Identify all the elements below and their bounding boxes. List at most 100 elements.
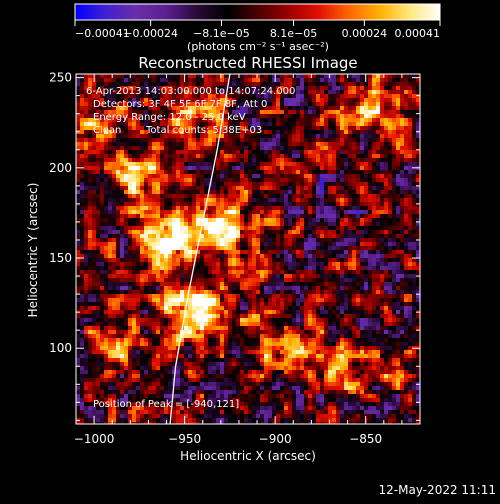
heatmap-cell [308, 250, 312, 254]
heatmap-cell [184, 278, 188, 282]
heatmap-cell [268, 150, 272, 154]
heatmap-cell [136, 278, 140, 282]
heatmap-cell [256, 210, 260, 214]
heatmap-cell [252, 114, 256, 118]
heatmap-cell [368, 74, 372, 78]
heatmap-cell [344, 190, 348, 194]
heatmap-cell [140, 198, 144, 202]
heatmap-cell [96, 194, 100, 198]
heatmap-cell [368, 230, 372, 234]
heatmap-cell [168, 206, 172, 210]
heatmap-cell [216, 198, 220, 202]
heatmap-cell [108, 274, 112, 278]
heatmap-cell [156, 266, 160, 270]
heatmap-cell [132, 270, 136, 274]
heatmap-cell [264, 282, 268, 286]
heatmap-cell [248, 226, 252, 230]
heatmap-cell [332, 206, 336, 210]
heatmap-cell [228, 198, 232, 202]
heatmap-cell [392, 270, 396, 274]
heatmap-cell [280, 98, 284, 102]
heatmap-cell [260, 290, 264, 294]
heatmap-cell [176, 274, 180, 278]
heatmap-cell [192, 190, 196, 194]
heatmap-cell [284, 162, 288, 166]
heatmap-cell [400, 118, 404, 122]
heatmap-cell [240, 218, 244, 222]
heatmap-cell [356, 226, 360, 230]
heatmap-cell [316, 82, 320, 86]
heatmap-cell [340, 202, 344, 206]
heatmap-cell [76, 262, 80, 266]
heatmap-cell [236, 146, 240, 150]
heatmap-cell [112, 294, 116, 298]
heatmap-cell [276, 294, 280, 298]
heatmap-cell [348, 302, 352, 306]
heatmap-cell [308, 86, 312, 90]
heatmap-cell [120, 182, 124, 186]
heatmap-cell [212, 206, 216, 210]
heatmap-cell [328, 114, 332, 118]
heatmap-cell [412, 182, 416, 186]
heatmap-cell [196, 178, 200, 182]
heatmap-cell [188, 142, 192, 146]
heatmap-cell [404, 294, 408, 298]
heatmap-cell [136, 186, 140, 190]
heatmap-cell [188, 238, 192, 242]
heatmap-cell [96, 214, 100, 218]
heatmap-cell [88, 182, 92, 186]
heatmap-cell [340, 290, 344, 294]
heatmap-cell [296, 186, 300, 190]
heatmap-cell [392, 226, 396, 230]
heatmap-cell [396, 238, 400, 242]
heatmap-cell [100, 234, 104, 238]
heatmap-cell [140, 234, 144, 238]
heatmap-cell [268, 106, 272, 110]
heatmap-cell [80, 78, 84, 82]
heatmap-cell [364, 198, 368, 202]
heatmap-cell [128, 186, 132, 190]
colorbar-tick-label: −0.00041 [75, 27, 130, 40]
heatmap-cell [392, 134, 396, 138]
heatmap-cell [352, 126, 356, 130]
heatmap-cell [88, 226, 92, 230]
heatmap-cell [180, 250, 184, 254]
heatmap-cell [76, 138, 80, 142]
heatmap-cell [360, 226, 364, 230]
heatmap-cell [316, 266, 320, 270]
heatmap-cell [348, 226, 352, 230]
heatmap-cell [312, 234, 316, 238]
heatmap-cell [280, 150, 284, 154]
heatmap-cell [92, 234, 96, 238]
heatmap-cell [356, 146, 360, 150]
heatmap-cell [328, 266, 332, 270]
heatmap-cell [268, 282, 272, 286]
heatmap-cell [288, 162, 292, 166]
heatmap-cell [92, 298, 96, 302]
heatmap-cell [304, 210, 308, 214]
heatmap-cell [168, 198, 172, 202]
heatmap-cell [88, 266, 92, 270]
heatmap-cell [264, 226, 268, 230]
heatmap-cell [400, 90, 404, 94]
heatmap-cell [364, 226, 368, 230]
heatmap-cell [92, 282, 96, 286]
heatmap-cell [352, 82, 356, 86]
heatmap-cell [228, 194, 232, 198]
heatmap-cell [360, 174, 364, 178]
heatmap-cell [172, 294, 176, 298]
heatmap-cell [128, 210, 132, 214]
heatmap-cell [272, 270, 276, 274]
heatmap-cell [144, 250, 148, 254]
heatmap-cell [108, 222, 112, 226]
heatmap-cell [392, 294, 396, 298]
heatmap-cell [412, 282, 416, 286]
heatmap-cell [368, 254, 372, 258]
heatmap-cell [332, 86, 336, 90]
heatmap-cell [96, 282, 100, 286]
heatmap-cell [344, 214, 348, 218]
heatmap-cell [156, 218, 160, 222]
heatmap-cell [96, 206, 100, 210]
heatmap-cell [304, 90, 308, 94]
heatmap-cell [332, 222, 336, 226]
